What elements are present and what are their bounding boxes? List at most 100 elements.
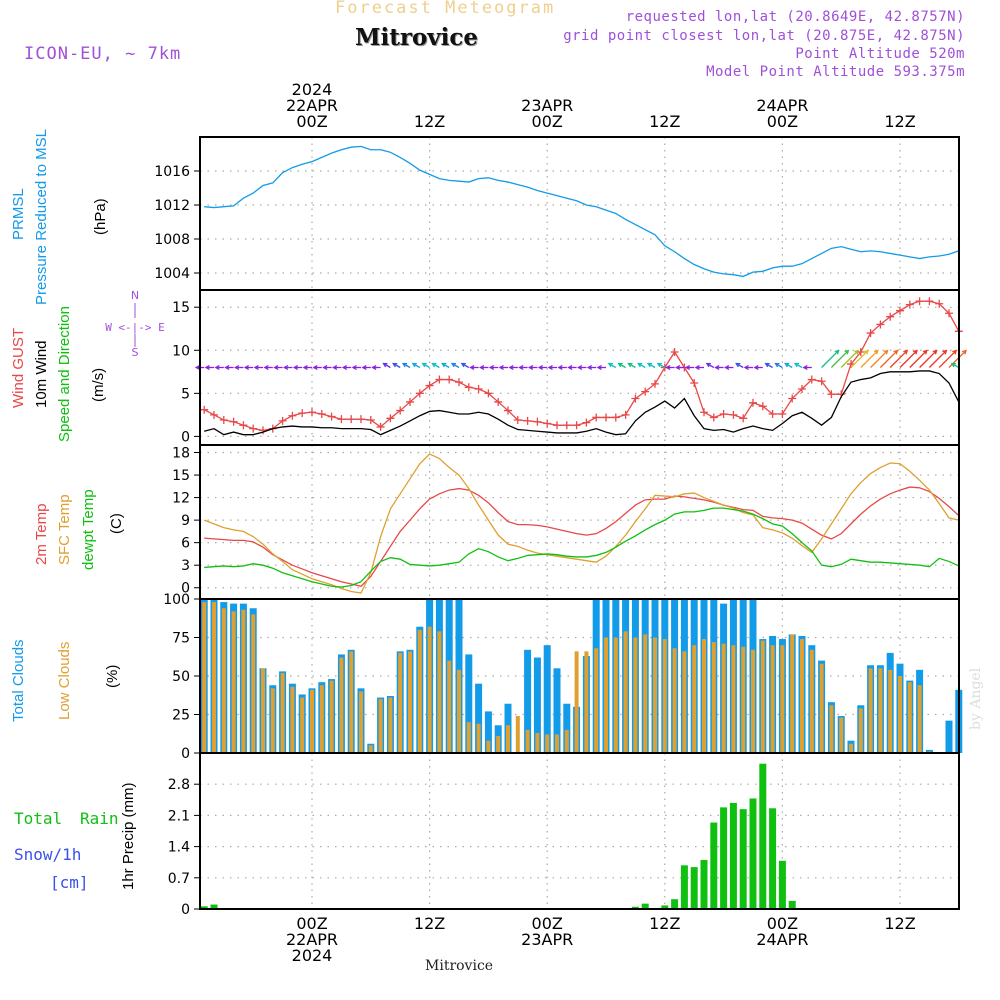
low-cloud-bar [731, 645, 736, 753]
wind-arrow-head [371, 365, 377, 370]
total-cloud-bar [945, 720, 953, 753]
low-cloud-bar [858, 708, 863, 753]
wind-arrow [919, 350, 938, 368]
wind-arrow-head [488, 365, 495, 370]
y-tick-label: 0 [181, 902, 190, 918]
low-cloud-bar [839, 717, 844, 753]
panel-frame [199, 136, 960, 291]
y-tick-label: 5 [181, 386, 190, 402]
wind-arrow-head [893, 349, 899, 355]
bottom-time-label: 00Z [532, 914, 563, 933]
wind-arrow-head [341, 365, 348, 370]
gust-marker [386, 414, 395, 423]
low-cloud-bar [849, 743, 853, 753]
wind-arrow-head [243, 365, 250, 370]
wind-arrow-head [283, 365, 289, 370]
top-time-label: 2024 [292, 80, 333, 99]
gust-marker [278, 416, 287, 425]
gust-marker [915, 297, 924, 306]
wind-arrow-head [774, 362, 780, 368]
wind-arrow [938, 350, 957, 368]
wind-arrow-head [312, 365, 318, 370]
wind-arrow [909, 350, 928, 368]
requested-lonlat: requested lon,lat (20.8649E, 42.8757N) [625, 9, 965, 25]
gust-marker [768, 410, 777, 418]
low-cloud-bar [604, 637, 608, 753]
low-cloud-bar [760, 640, 765, 753]
top-time-label: 00Z [532, 112, 563, 131]
gust-marker [337, 415, 346, 424]
gust-marker [582, 418, 591, 427]
low-cloud-bar [486, 740, 491, 753]
wind-arrow-head [224, 365, 230, 370]
series-line-0 [204, 145, 960, 278]
wind-arrow-head [764, 362, 770, 368]
precip-bar [200, 906, 208, 909]
precip-bar [671, 899, 679, 909]
wind-arrow-head [646, 362, 653, 368]
gust-marker [886, 312, 895, 321]
bottom-time-label: 23APR [521, 930, 573, 949]
gust-marker [905, 300, 914, 309]
precip-bar [749, 798, 757, 909]
gust-marker [572, 421, 581, 430]
gust-marker [484, 389, 493, 398]
series-line-2 [204, 507, 960, 588]
low-cloud-bar [829, 705, 834, 753]
wind-arrow-head [508, 365, 514, 370]
gust-marker [494, 397, 503, 406]
low-cloud-bar [800, 639, 804, 753]
wind-arrow-head [263, 365, 269, 370]
low-cloud-bar [251, 614, 256, 753]
top-time-label: 12Z [414, 112, 445, 131]
y-tick-label: 10 [172, 343, 190, 359]
gust-marker [317, 410, 326, 418]
gust-marker [719, 410, 728, 418]
low-cloud-bar [466, 722, 471, 753]
wind-arrow-head [234, 365, 240, 370]
bottom-time-label: 24APR [756, 930, 808, 949]
gust-marker [474, 385, 483, 394]
low-cloud-bar [525, 729, 530, 753]
low-cloud-bar [555, 734, 559, 753]
panel-2 [194, 444, 960, 600]
precip-bar [680, 865, 688, 909]
low-cloud-bar [408, 651, 412, 753]
low-cloud-bar [221, 608, 226, 753]
y-tick-label: 0 [181, 429, 190, 445]
low-cloud-bar [496, 736, 501, 753]
panel-0 [194, 136, 960, 291]
wind-arrow-head [656, 362, 662, 368]
gust-marker [533, 417, 542, 426]
chart-title: Mitrovice [355, 24, 479, 51]
gridpoint-lonlat: grid point closest lon,lat (20.875E, 42.… [563, 28, 965, 44]
low-cloud-bar [868, 668, 873, 753]
low-cloud-bar [682, 651, 687, 753]
panel-3 [194, 598, 963, 754]
y-tick-label: 1.4 [168, 840, 190, 856]
wind-arrow-head [292, 365, 299, 370]
low-cloud-bar [427, 626, 432, 753]
low-cloud-bar [261, 668, 265, 753]
low-cloud-bar [770, 645, 775, 753]
wind-arrow [850, 350, 869, 368]
gust-marker [925, 297, 934, 306]
y-tick-label: 50 [172, 669, 190, 685]
low-cloud-bar [319, 685, 324, 753]
low-cloud-bar [349, 651, 354, 753]
wind-arrow-head [479, 365, 485, 370]
wind-arrow-head [932, 349, 938, 355]
wind-arrow-head [922, 349, 928, 355]
gust-marker [651, 379, 659, 388]
precip-bar [710, 822, 718, 909]
wind-arrow-head [528, 365, 534, 370]
wind-arrow-head [557, 365, 563, 370]
gust-marker [749, 398, 757, 407]
bottom-time-label: 12Z [649, 914, 680, 933]
wind-arrow-head [214, 365, 220, 370]
gust-marker [249, 424, 258, 433]
gust-marker [435, 375, 444, 384]
y-tick-label: 1008 [154, 232, 190, 248]
wind-arrow-head [834, 349, 840, 355]
point-altitude: Point Altitude 520m [795, 46, 965, 62]
